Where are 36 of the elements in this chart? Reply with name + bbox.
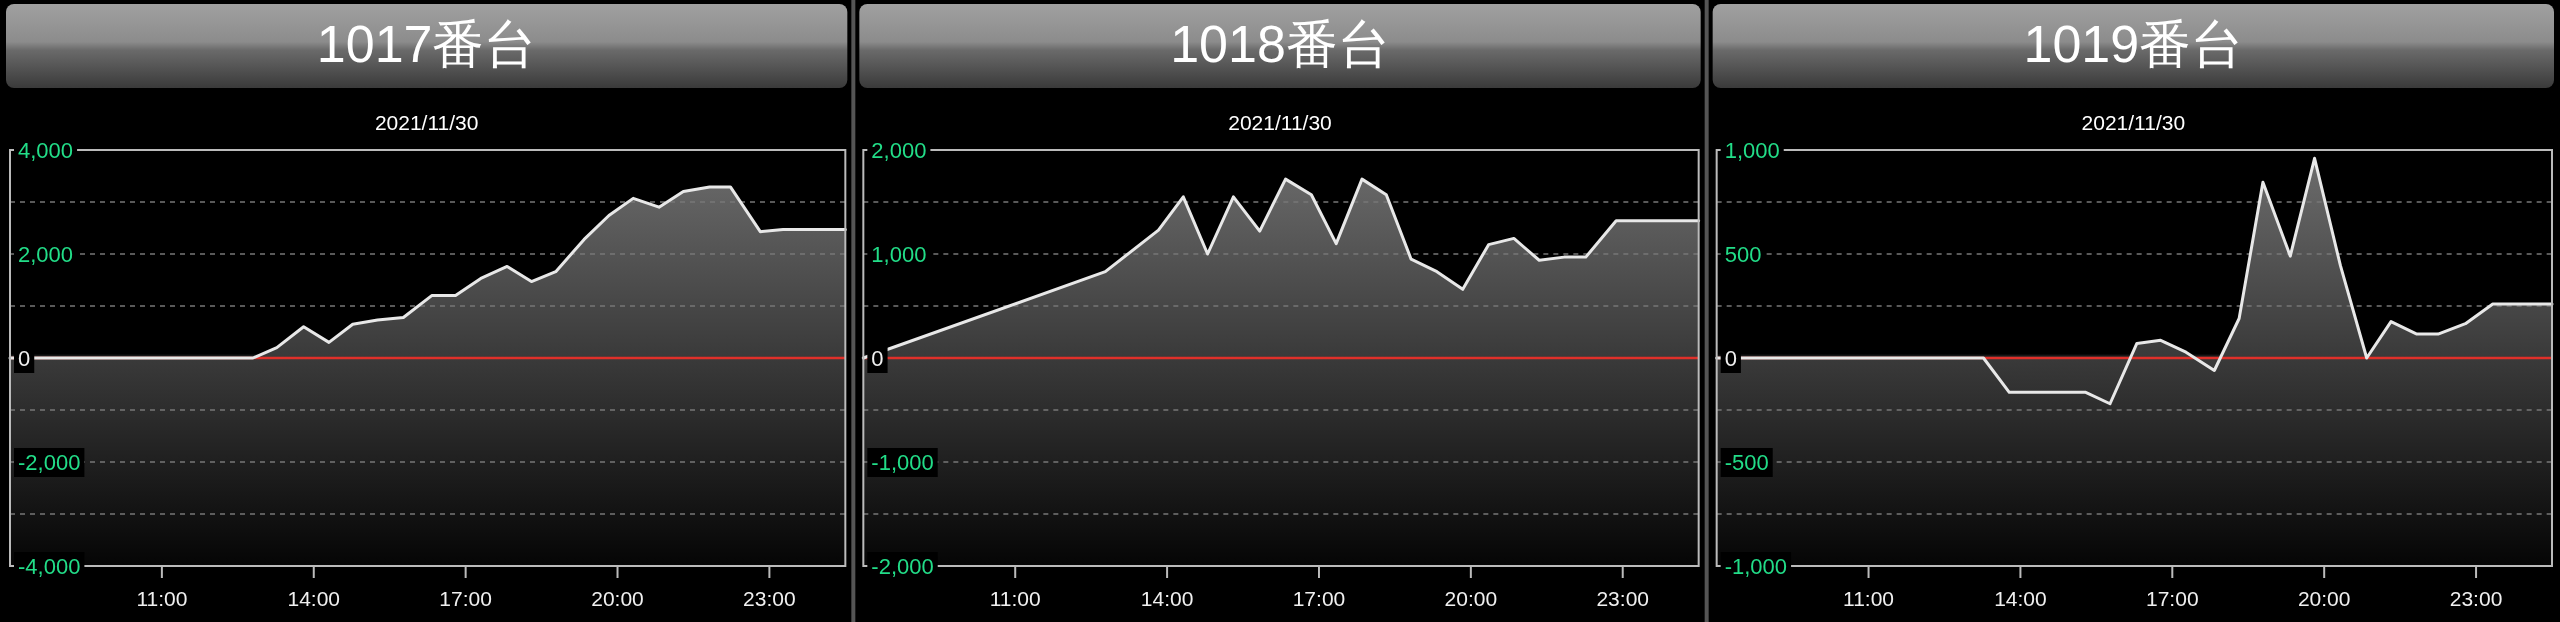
x-tick-label: 17:00 [1292, 587, 1346, 610]
y-tick-label: -1,000 [1724, 554, 1788, 579]
y-tick-label: -2,000 [18, 450, 81, 475]
x-tick-label: 20:00 [591, 587, 644, 610]
x-tick-label: 14:00 [1140, 587, 1194, 610]
x-tick-label: 17:00 [439, 587, 492, 610]
x-tick-label: 14:00 [1994, 587, 2047, 610]
y-tick-label: 0 [871, 346, 884, 371]
chart-title: 1019番台 [2023, 15, 2244, 73]
chart-subtitle: 2021/11/30 [2081, 111, 2186, 134]
y-tick-label: 1,000 [871, 242, 927, 267]
x-tick-label: 20:00 [1444, 587, 1498, 610]
y-tick-label: -4,000 [18, 554, 81, 579]
chart-subtitle: 2021/11/30 [374, 111, 479, 134]
y-tick-label: -500 [1724, 450, 1769, 475]
y-tick-label: -1,000 [871, 450, 934, 475]
y-tick-label: 0 [18, 346, 31, 371]
chart-title: 1018番台 [1170, 15, 1390, 73]
chart-title: 1017番台 [316, 15, 537, 73]
x-tick-label: 20:00 [2297, 587, 2351, 610]
y-tick-label: 4,000 [18, 138, 74, 163]
y-tick-label: 0 [1724, 346, 1737, 371]
y-tick-label: 2,000 [871, 138, 927, 163]
x-tick-label: 14:00 [287, 587, 341, 610]
x-tick-label: 23:00 [1596, 587, 1650, 610]
x-tick-label: 11:00 [136, 587, 188, 610]
x-tick-label: 17:00 [2146, 587, 2199, 610]
y-tick-label: 2,000 [18, 242, 74, 267]
x-tick-label: 11:00 [989, 587, 1041, 610]
y-tick-label: -2,000 [871, 554, 934, 579]
x-tick-label: 23:00 [743, 587, 796, 610]
chart-subtitle: 2021/11/30 [1228, 111, 1332, 134]
y-tick-label: 1,000 [1724, 138, 1780, 163]
x-tick-label: 23:00 [2449, 587, 2503, 610]
y-tick-label: 500 [1724, 242, 1762, 267]
x-tick-label: 11:00 [1843, 587, 1895, 610]
